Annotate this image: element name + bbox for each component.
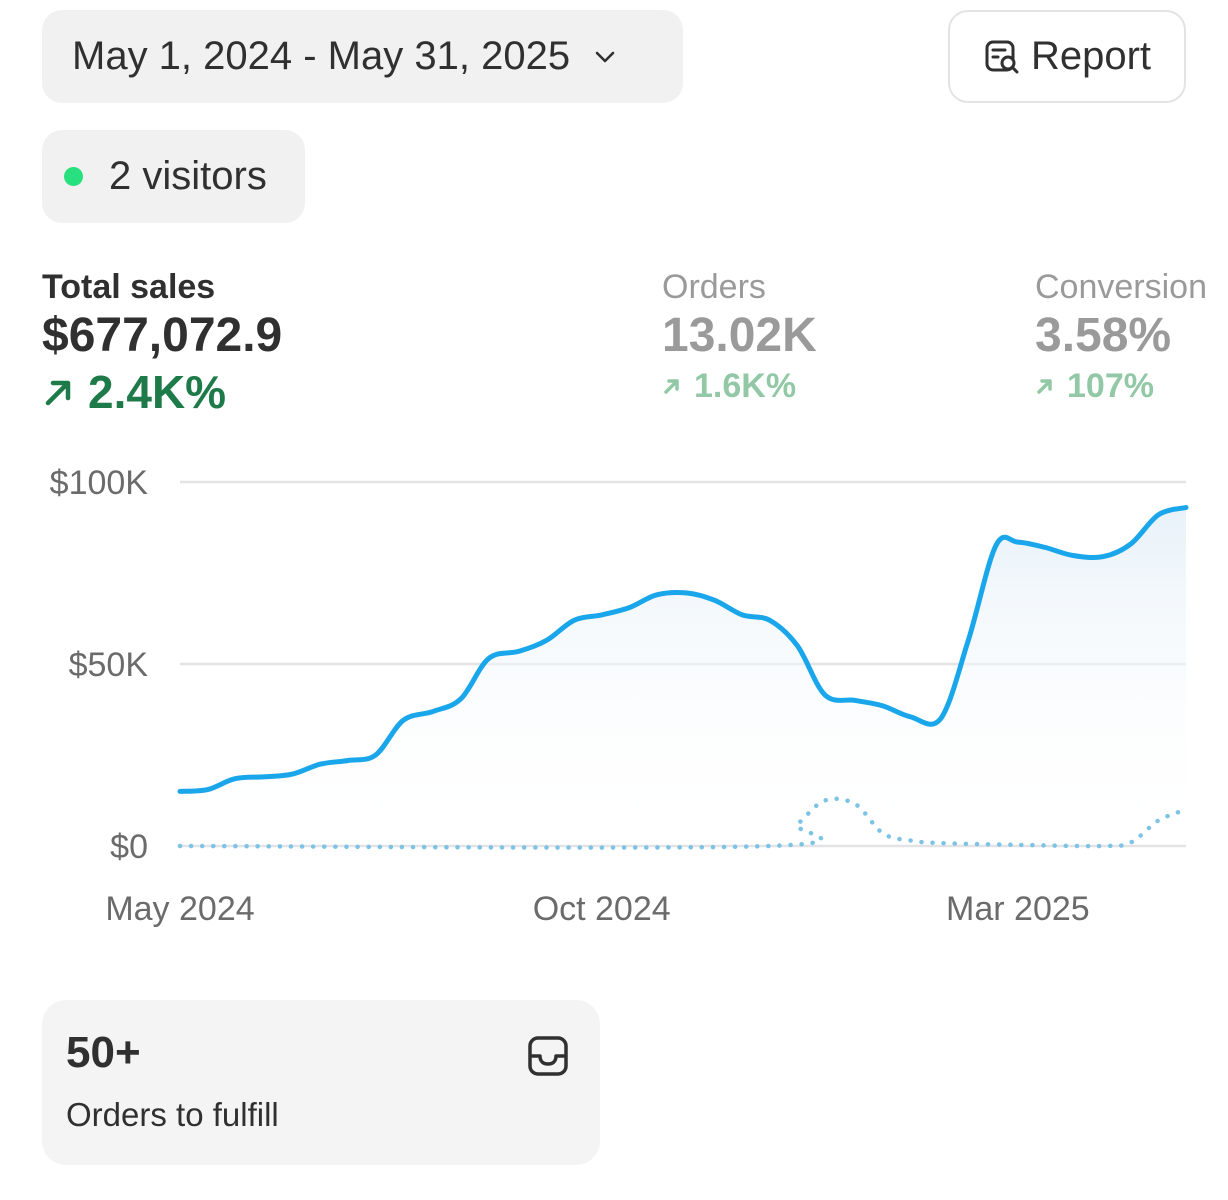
metric-change: 2.4K%	[42, 364, 282, 420]
x-tick-label: Oct 2024	[533, 890, 671, 928]
metric-change-value: 2.4K%	[88, 366, 227, 418]
metric-value: 13.02K	[662, 309, 817, 362]
metric-value: 3.58%	[1035, 309, 1172, 362]
report-search-icon	[985, 40, 1019, 73]
fulfill-label: Orders to fulfill	[66, 1096, 279, 1133]
metric-change: 107%	[1035, 364, 1207, 408]
arrow-up-right-icon	[664, 379, 679, 394]
metric-conversion[interactable]: Conversion 3.58% 107%	[1035, 266, 1207, 408]
x-tick-label: Mar 2025	[946, 890, 1090, 928]
series-area	[180, 507, 1186, 846]
arrow-up-right-icon	[45, 380, 71, 406]
metric-label: Total sales	[42, 268, 216, 306]
arrow-up-right-icon	[1037, 379, 1052, 394]
y-tick-label: $0	[110, 828, 148, 866]
metric-value: $677,072.9	[42, 309, 283, 362]
date-range-picker[interactable]: May 1, 2024 - May 31, 2025	[42, 10, 683, 103]
series-line-current	[177, 505, 1189, 794]
sales-chart: $100K $50K $0 May 2024 Oct 2024 Mar 2025	[50, 464, 1189, 928]
y-tick-label: $100K	[50, 464, 149, 502]
live-status-dot	[64, 167, 83, 186]
metric-orders[interactable]: Orders 13.02K 1.6K%	[662, 266, 817, 408]
live-visitors-badge[interactable]: 2 visitors	[42, 130, 305, 223]
orders-to-fulfill-card[interactable]: 50+ Orders to fulfill	[42, 1000, 600, 1165]
metric-label: Orders	[662, 268, 766, 306]
metric-total-sales[interactable]: Total sales $677,072.9 2.4K%	[42, 266, 282, 420]
series-line-comparison	[177, 796, 1189, 850]
inbox-icon	[528, 1036, 568, 1076]
x-tick-label: May 2024	[105, 890, 254, 928]
chevron-down-icon	[595, 51, 615, 62]
date-range-label: May 1, 2024 - May 31, 2025	[72, 34, 571, 78]
y-tick-label: $50K	[69, 646, 149, 684]
fulfill-count: 50+	[66, 1028, 141, 1077]
metric-change-value: 107%	[1067, 366, 1154, 405]
metric-change-value: 1.6K%	[694, 366, 797, 405]
report-button[interactable]: Report	[948, 10, 1186, 103]
metric-change: 1.6K%	[662, 364, 817, 408]
report-button-label: Report	[1030, 34, 1152, 78]
visitors-label: 2 visitors	[109, 154, 267, 198]
metric-label: Conversion	[1035, 268, 1207, 306]
